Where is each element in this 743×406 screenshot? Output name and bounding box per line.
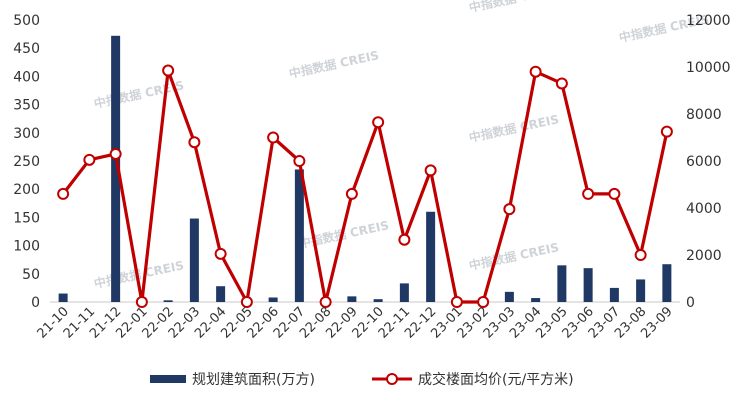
left-axis: 0 50 100 150 200 250 300 350 400 450 500 [13, 13, 40, 311]
right-axis-tick-label: 12000 [686, 13, 731, 29]
left-axis-tick-label: 300 [13, 126, 40, 142]
line-point [372, 116, 385, 129]
left-axis-tick-label: 100 [13, 239, 40, 255]
bar [531, 298, 541, 302]
bar [111, 35, 121, 303]
line-point [83, 153, 96, 166]
line-point [319, 296, 332, 308]
right-axis-tick-label: 0 [686, 295, 695, 311]
line-point [240, 296, 253, 308]
bar [583, 268, 593, 302]
watermark-text: 中指数据 CREIS [468, 239, 561, 273]
left-axis-tick-label: 200 [13, 182, 40, 198]
line-point [634, 249, 647, 261]
watermark-text: 中指数据 CREIS [468, 0, 561, 15]
left-axis-tick-label: 150 [13, 210, 40, 226]
left-axis-tick-label: 450 [13, 41, 40, 57]
bar [189, 218, 199, 302]
x-axis-ticks: 21-1021-1121-1222-0122-0222-0322-0422-05… [35, 304, 676, 341]
legend: 规划建筑面积(万方) 成交楼面均价(元/平方米) [150, 371, 574, 388]
bar [58, 293, 68, 302]
left-axis-tick-label: 500 [13, 13, 40, 29]
left-axis-tick-label: 250 [13, 154, 40, 170]
left-axis-tick-label: 350 [13, 98, 40, 114]
line-point [555, 77, 568, 90]
right-axis-tick-label: 2000 [686, 248, 722, 264]
legend-bar-label: 规划建筑面积(万方) [192, 372, 315, 388]
right-axis-tick-label: 4000 [686, 201, 722, 217]
right-axis-tick-label: 10000 [686, 60, 731, 76]
line-point [293, 155, 306, 167]
line-point [503, 203, 516, 216]
price-line [61, 68, 669, 304]
line-point [582, 187, 595, 200]
left-axis-tick-label: 0 [31, 295, 40, 311]
line-point [345, 187, 358, 200]
line-point [109, 147, 122, 160]
left-axis-tick-label: 400 [13, 69, 40, 85]
line-point [660, 125, 673, 138]
bar [294, 169, 304, 302]
bar [268, 297, 278, 302]
bar [399, 283, 409, 302]
bar [557, 265, 567, 302]
line-point [398, 233, 411, 246]
bar [504, 291, 514, 302]
bar [216, 286, 226, 302]
line-point [608, 187, 621, 200]
line-point [188, 136, 201, 149]
line-point [162, 64, 175, 77]
bar-series [58, 35, 672, 303]
watermark-text: 中指数据 CREIS [468, 111, 561, 145]
line-point [57, 187, 70, 200]
legend-line-label: 成交楼面均价(元/平方米) [418, 371, 574, 388]
bar [347, 296, 357, 302]
legend-line-marker [386, 373, 398, 385]
line-point [450, 296, 463, 308]
line-point [424, 164, 437, 177]
bar [609, 287, 619, 302]
bar [373, 299, 383, 302]
line-point [477, 296, 490, 308]
line-series [57, 64, 673, 308]
watermark-layer: 中指数据 CREIS 中指数据 CREIS 中指数据 CREIS 中指数据 CREIS… [93, 0, 711, 291]
bar [163, 300, 173, 302]
line-point [529, 65, 542, 78]
bar [426, 211, 436, 302]
left-axis-tick-label: 50 [22, 267, 40, 283]
legend-bar-swatch [150, 375, 186, 383]
right-axis-tick-label: 8000 [686, 107, 722, 123]
watermark-text: 中指数据 CREIS [288, 47, 381, 81]
line-point [267, 131, 280, 144]
line-point [214, 247, 227, 260]
right-axis: 0 2000 4000 6000 8000 10000 12000 [686, 13, 731, 311]
line-point [135, 296, 148, 308]
right-axis-tick-label: 6000 [686, 154, 722, 170]
bar [662, 264, 672, 302]
bar [636, 279, 646, 302]
